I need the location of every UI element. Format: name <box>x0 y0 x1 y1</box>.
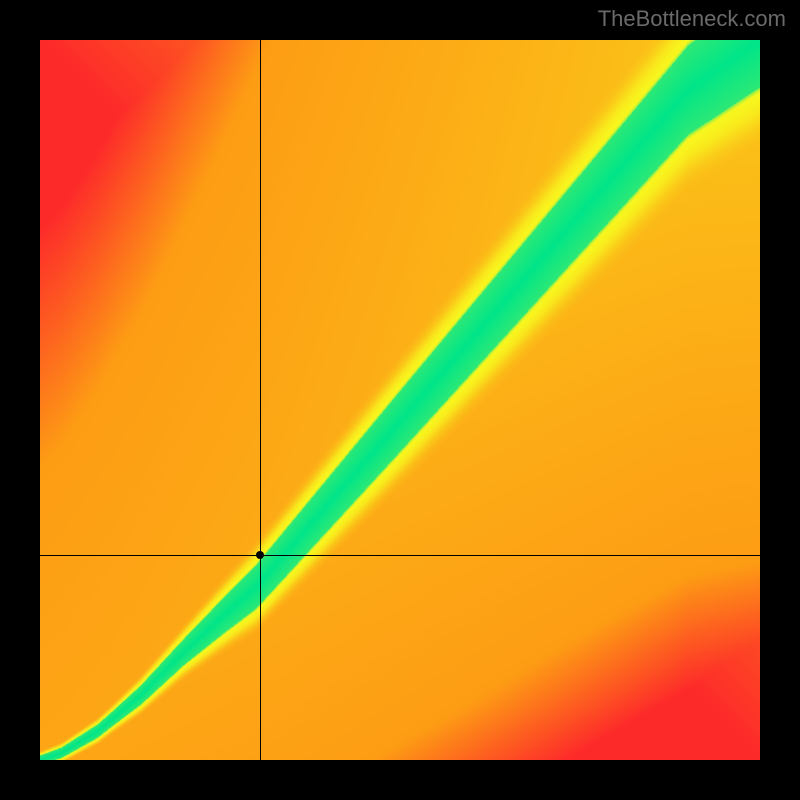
heatmap-plot <box>40 40 760 760</box>
crosshair-horizontal <box>40 555 760 556</box>
heatmap-canvas <box>40 40 760 760</box>
crosshair-point <box>256 551 264 559</box>
crosshair-vertical <box>260 40 261 760</box>
watermark-text: TheBottleneck.com <box>598 6 786 32</box>
